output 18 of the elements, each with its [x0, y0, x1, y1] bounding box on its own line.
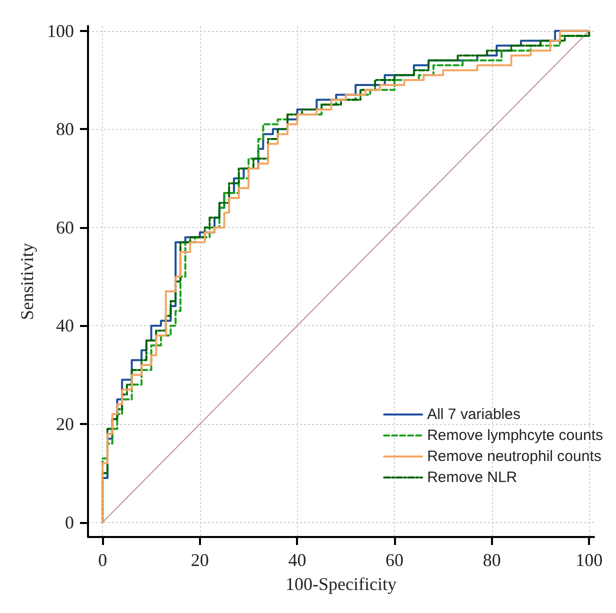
x-tick-label: 60	[386, 550, 404, 570]
x-axis-title: 100-Specificity	[286, 574, 396, 594]
y-tick-label: 20	[56, 414, 74, 434]
y-tick-label: 100	[47, 20, 74, 41]
x-tick-label: 0	[98, 550, 108, 570]
legend-label: All 7 variables	[427, 406, 520, 423]
y-axis-title: Sensitivity	[17, 242, 38, 320]
legend-label: Remove NLR	[427, 469, 518, 486]
x-tick-label: 40	[288, 550, 306, 570]
y-tick-label: 60	[56, 217, 74, 238]
y-tick-label: 80	[56, 119, 74, 140]
y-tick-label: 40	[56, 316, 74, 336]
legend-label: Remove neutrophil counts	[427, 448, 602, 465]
x-tick-label: 100	[576, 550, 603, 570]
x-tick-label: 80	[482, 550, 501, 570]
y-tick-label: 0	[65, 512, 74, 532]
legend-label: Remove lymphcyte counts	[427, 427, 603, 444]
x-tick-label: 20	[190, 550, 209, 570]
